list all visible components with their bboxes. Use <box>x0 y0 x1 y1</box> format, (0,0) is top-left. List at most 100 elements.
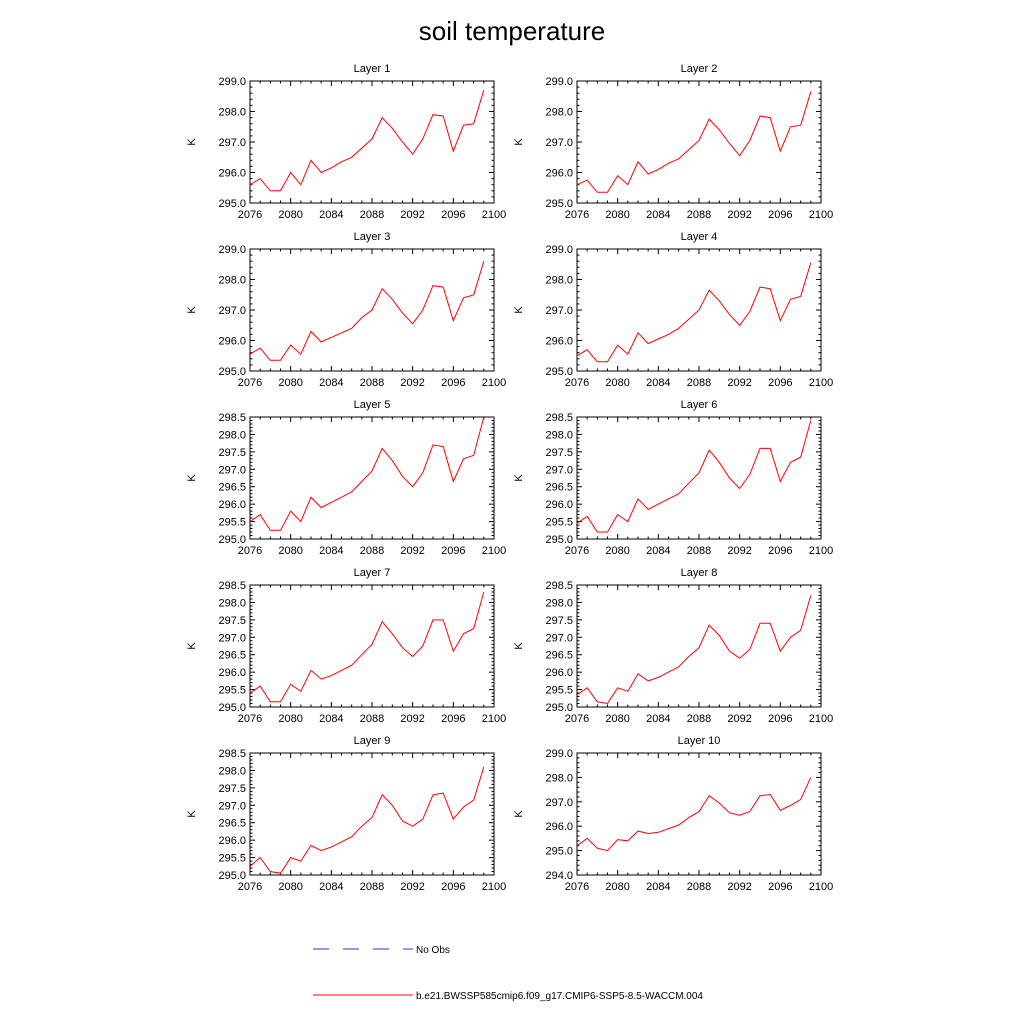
x-tick-label: 2084 <box>319 713 343 725</box>
y-tick-label: 298.5 <box>218 580 246 592</box>
panel-layer-4: Layer 4 2076 2080 2084 2088 2092 2096 2100 295.0… <box>513 231 833 389</box>
y-tick-label: 296.0 <box>545 667 573 679</box>
x-tick-label: 2084 <box>646 377 670 389</box>
y-tick-label: 296.5 <box>218 482 246 494</box>
y-tick-label: 298.0 <box>218 107 246 119</box>
x-tick-label: 2100 <box>482 881 506 893</box>
panel-title: Layer 6 <box>681 399 718 411</box>
series-line-model <box>249 591 485 703</box>
y-axis-label: K <box>513 474 525 482</box>
x-tick-label: 2092 <box>727 377 751 389</box>
y-tick-label: 296.0 <box>545 168 573 180</box>
panel-layer-9: Layer 9 2076 2080 2084 2088 2092 2096 2100 295.0… <box>186 735 506 893</box>
series-line-model <box>576 595 812 705</box>
y-tick-label: 298.0 <box>218 429 246 441</box>
y-tick-label: 295.0 <box>218 534 246 546</box>
y-tick-label: 299.0 <box>218 76 246 88</box>
y-tick-label: 297.0 <box>218 632 246 644</box>
x-tick-label: 2100 <box>809 713 833 725</box>
y-tick-label: 296.0 <box>218 336 246 348</box>
y-axis-label: K <box>513 810 525 818</box>
y-tick-label: 296.0 <box>545 336 573 348</box>
panel-title: Layer 5 <box>354 399 391 411</box>
y-tick-label: 297.0 <box>218 464 246 476</box>
x-tick-label: 2080 <box>605 545 629 557</box>
y-tick-label: 297.5 <box>218 447 246 459</box>
x-tick-label: 2088 <box>687 545 711 557</box>
x-tick-label: 2084 <box>646 209 670 221</box>
y-tick-label: 299.0 <box>545 748 573 760</box>
y-tick-label: 296.0 <box>218 667 246 679</box>
series-line-model <box>576 91 812 193</box>
y-tick-label: 299.0 <box>545 244 573 256</box>
x-tick-label: 2100 <box>482 545 506 557</box>
x-tick-label: 2096 <box>441 377 465 389</box>
x-tick-label: 2080 <box>278 209 302 221</box>
y-tick-label: 297.0 <box>545 797 573 809</box>
y-tick-label: 298.0 <box>545 597 573 609</box>
y-tick-label: 298.0 <box>545 107 573 119</box>
y-tick-label: 295.0 <box>545 534 573 546</box>
y-tick-label: 297.0 <box>545 137 573 149</box>
panel-layer-2: Layer 2 2076 2080 2084 2088 2092 2096 2100 295.0… <box>513 63 833 221</box>
x-tick-label: 2092 <box>400 713 424 725</box>
x-tick-label: 2080 <box>605 713 629 725</box>
x-tick-label: 2100 <box>809 881 833 893</box>
series-line-model <box>249 416 485 531</box>
y-tick-label: 295.0 <box>545 366 573 378</box>
panel-title: Layer 3 <box>354 231 391 243</box>
y-axis-label: K <box>513 306 525 314</box>
plot-frame <box>249 416 495 540</box>
panel-layer-10: Layer 10 2076 2080 2084 2088 2092 2096 2100 294.… <box>513 735 833 893</box>
y-tick-label: 295.0 <box>545 702 573 714</box>
y-tick-label: 297.0 <box>545 305 573 317</box>
panel-title: Layer 7 <box>354 567 391 579</box>
plot-frame <box>249 584 495 708</box>
series-line-model <box>576 262 812 363</box>
figure-title: soil temperature <box>419 16 605 46</box>
x-tick-label: 2092 <box>727 713 751 725</box>
x-tick-label: 2092 <box>400 377 424 389</box>
y-tick-label: 298.0 <box>218 597 246 609</box>
y-tick-label: 299.0 <box>218 244 246 256</box>
y-tick-label: 296.0 <box>218 499 246 511</box>
y-tick-label: 298.0 <box>545 772 573 784</box>
x-tick-label: 2076 <box>238 377 262 389</box>
y-tick-label: 295.5 <box>218 853 246 865</box>
panel-grid: Layer 1 2076 2080 2084 2088 2092 2096 2100 295.0… <box>186 63 833 893</box>
y-tick-label: 295.0 <box>545 846 573 858</box>
y-tick-label: 297.5 <box>545 615 573 627</box>
y-tick-label: 297.5 <box>545 447 573 459</box>
x-tick-label: 2076 <box>238 209 262 221</box>
y-tick-label: 295.0 <box>545 198 573 210</box>
x-tick-label: 2084 <box>319 545 343 557</box>
x-tick-label: 2096 <box>441 545 465 557</box>
x-tick-label: 2092 <box>400 881 424 893</box>
x-tick-label: 2084 <box>646 545 670 557</box>
x-tick-label: 2088 <box>687 881 711 893</box>
x-tick-label: 2080 <box>278 377 302 389</box>
y-tick-label: 298.0 <box>218 765 246 777</box>
x-tick-label: 2084 <box>646 713 670 725</box>
panel-title: Layer 8 <box>681 567 718 579</box>
y-tick-label: 297.0 <box>545 464 573 476</box>
x-tick-label: 2084 <box>646 881 670 893</box>
series-line-model <box>576 420 812 533</box>
x-tick-label: 2092 <box>400 209 424 221</box>
y-tick-label: 295.5 <box>218 517 246 529</box>
y-tick-label: 296.5 <box>218 650 246 662</box>
y-tick-label: 296.0 <box>545 499 573 511</box>
x-tick-label: 2088 <box>360 209 384 221</box>
panel-layer-5: Layer 5 2076 2080 2084 2088 2092 2096 2100 295.0… <box>186 399 506 557</box>
series-line-model <box>249 766 485 874</box>
y-tick-label: 297.0 <box>218 800 246 812</box>
x-tick-label: 2076 <box>565 713 589 725</box>
panel-title: Layer 9 <box>354 735 391 747</box>
y-axis-label: K <box>513 138 525 146</box>
x-tick-label: 2080 <box>605 209 629 221</box>
x-tick-label: 2100 <box>482 713 506 725</box>
x-tick-label: 2088 <box>360 713 384 725</box>
x-tick-label: 2088 <box>360 377 384 389</box>
y-tick-label: 295.5 <box>545 517 573 529</box>
y-tick-label: 298.5 <box>218 412 246 424</box>
